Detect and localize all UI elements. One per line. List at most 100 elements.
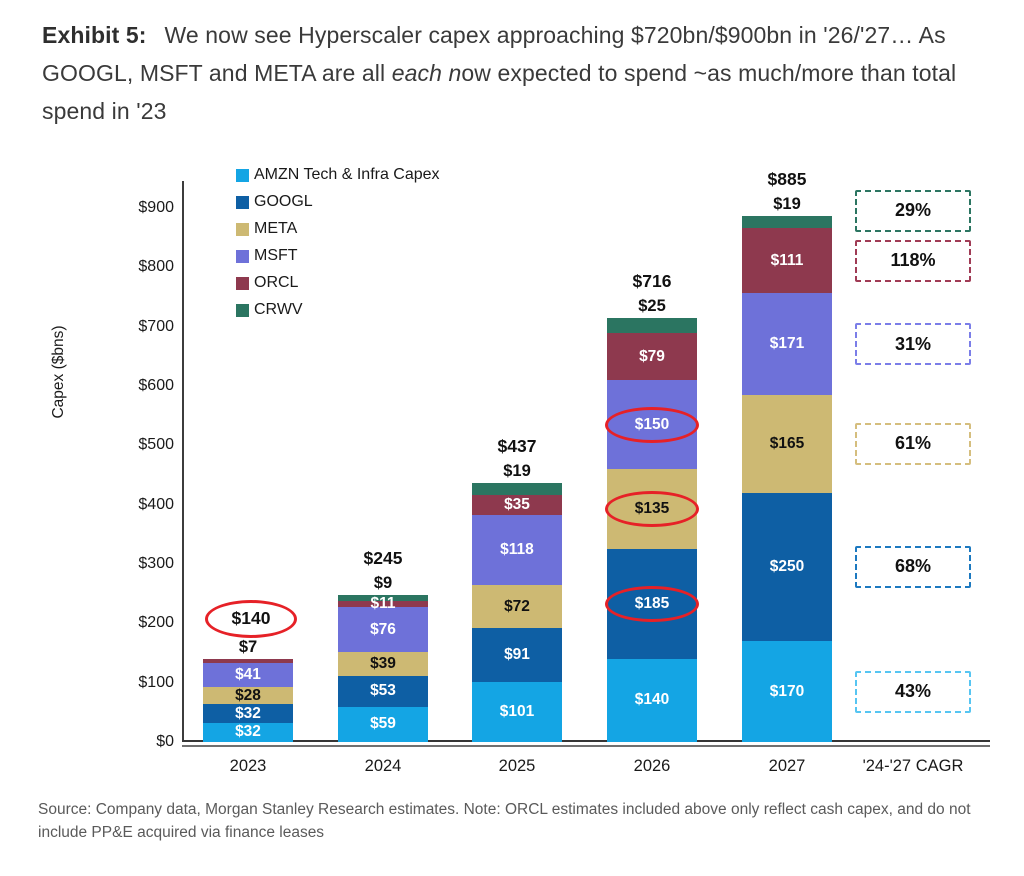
above-bar-segment-label-2025: $19	[503, 462, 531, 481]
bar-total-label-2027: $885	[767, 169, 807, 190]
legend-label: ORCL	[254, 274, 299, 291]
bar-segment-crwv-2026	[607, 318, 697, 334]
bar-total-circled-2023: $140	[205, 599, 297, 638]
x-axis-label-2026: 2026	[633, 757, 671, 775]
legend-item-msft: MSFT	[236, 247, 440, 265]
y-axis-tick-label: $0	[156, 733, 174, 750]
bar-segment-orcl-2026: $79	[607, 333, 697, 381]
y-axis-title: Capex ($bns)	[50, 325, 67, 419]
bar-segment-orcl-2024: $11	[338, 595, 428, 612]
legend-label: MSFT	[254, 247, 298, 264]
segment-value-label-meta-2023: $28	[235, 686, 261, 704]
above-bar-segment-label-2026: $25	[638, 297, 666, 316]
segment-value-label-msft-2025: $118	[500, 541, 534, 559]
bar-segment-googl-2027: $250	[742, 492, 832, 642]
legend-label: AMZN Tech & Infra Capex	[254, 166, 440, 183]
legend-item-amzn: AMZN Tech & Infra Capex	[236, 166, 440, 184]
bar-total-label-2024: $245	[363, 548, 403, 569]
bar-segment-meta-2023: $28	[203, 686, 293, 705]
y-axis-tick-label: $500	[138, 436, 174, 454]
x-axis-label-2024: 2024	[364, 757, 402, 775]
above-bar-segment-label-2024: $9	[373, 574, 393, 593]
x-axis-label-2023: 2023	[229, 757, 267, 775]
segment-value-label-amzn-2024: $59	[370, 715, 396, 733]
bar-segment-msft-2026: $150	[605, 380, 699, 470]
segment-value-label-msft-2023: $41	[235, 666, 261, 684]
y-axis-tick-label: $200	[138, 614, 174, 632]
bar-segment-amzn-2026: $140	[607, 658, 697, 742]
segment-value-label-amzn-2026: $140	[634, 691, 670, 709]
legend-swatch-icon	[236, 303, 249, 317]
bar-total-label-2023: $140	[231, 608, 271, 629]
legend-item-googl: GOOGL	[236, 193, 440, 211]
y-axis-tick-label: $300	[138, 555, 174, 572]
bar-segment-amzn-2027: $170	[742, 641, 832, 742]
cagr-box-amzn: 43%	[855, 670, 971, 713]
legend-swatch-icon	[236, 276, 249, 290]
cagr-box-meta: 61%	[855, 422, 971, 465]
legend-swatch-icon	[236, 249, 249, 263]
bar-segment-meta-2024: $39	[338, 652, 428, 676]
segment-value-label-msft-2024: $76	[370, 620, 396, 638]
y-axis-tick-label: $800	[138, 258, 174, 276]
x-axis-label-2027: 2027	[768, 757, 806, 775]
bar-segment-orcl-2027: $111	[742, 227, 832, 294]
bar-segment-orcl-2023	[203, 658, 293, 664]
bar-segment-googl-2023: $32	[203, 704, 293, 723]
bar-segment-msft-2025: $118	[472, 515, 562, 586]
bar-segment-amzn-2025: $101	[472, 682, 562, 742]
bar-segment-crwv-2025	[472, 483, 562, 495]
cagr-box-crwv: 29%	[855, 189, 971, 232]
bar-segment-amzn-2023: $32	[203, 723, 293, 742]
bar-segment-crwv-2027	[742, 216, 832, 228]
bar-segment-orcl-2025: $35	[472, 494, 562, 516]
cagr-box-msft: 31%	[855, 323, 971, 366]
legend-swatch-icon	[236, 168, 249, 182]
bar-total-label-2026: $716	[632, 271, 672, 292]
exhibit-title-text-2: ow expected to spend ~as much/more than …	[42, 60, 957, 124]
segment-value-label-googl-2025: $91	[504, 646, 530, 664]
bar-segment-crwv-2024	[338, 595, 428, 601]
y-axis-tick-label: $100	[138, 673, 174, 691]
segment-value-label-orcl-2027: $111	[770, 251, 804, 269]
bar-segment-meta-2026: $135	[605, 469, 699, 550]
segment-value-label-googl-2024: $53	[370, 682, 396, 700]
red-circle-annotation	[605, 491, 699, 528]
above-bar-segment-label-2023: $7	[238, 637, 258, 656]
segment-value-label-googl-2023: $32	[235, 704, 261, 722]
exhibit-title-italic: each n	[391, 60, 462, 86]
x-axis-label-2025: 2025	[498, 757, 536, 775]
legend-label: GOOGL	[254, 193, 313, 210]
source-note: Source: Company data, Morgan Stanley Res…	[38, 801, 971, 841]
bar-segment-googl-2024: $53	[338, 675, 428, 707]
y-axis-tick-label: $600	[138, 377, 174, 395]
segment-value-label-orcl-2024: $11	[370, 595, 396, 613]
legend-item-orcl: ORCL	[236, 274, 440, 292]
segment-value-label-meta-2025: $72	[504, 597, 530, 615]
bar-total-label-2025: $437	[497, 436, 537, 457]
bar-segment-msft-2027: $171	[742, 293, 832, 395]
cagr-box-googl: 68%	[855, 545, 971, 588]
legend-label: CRWV	[254, 301, 303, 318]
chart-legend: AMZN Tech & Infra Capex GOOGL META MSFT ORCL…	[236, 166, 440, 319]
bar-segment-googl-2025: $91	[472, 628, 562, 683]
x-axis-label-cagr: '24-'27 CAGR	[862, 757, 964, 775]
segment-value-label-amzn-2023: $32	[235, 723, 261, 741]
above-bar-segment-label-2027: $19	[773, 195, 801, 214]
red-circle-annotation	[605, 406, 699, 443]
y-axis-tick-label: $400	[138, 495, 174, 513]
y-axis-line	[182, 181, 184, 742]
legend-item-crwv: CRWV	[236, 301, 440, 319]
segment-value-label-amzn-2027: $170	[769, 682, 805, 700]
bar-segment-meta-2025: $72	[472, 585, 562, 629]
x-axis-baseline-shadow	[182, 744, 990, 747]
y-axis-tick-label: $700	[138, 317, 174, 335]
legend-label: META	[254, 220, 298, 237]
legend-swatch-icon	[236, 195, 249, 209]
cagr-box-orcl: 118%	[855, 239, 971, 282]
legend-swatch-icon	[236, 222, 249, 236]
bar-segment-msft-2024: $76	[338, 607, 428, 653]
bar-segment-amzn-2024: $59	[338, 706, 428, 742]
